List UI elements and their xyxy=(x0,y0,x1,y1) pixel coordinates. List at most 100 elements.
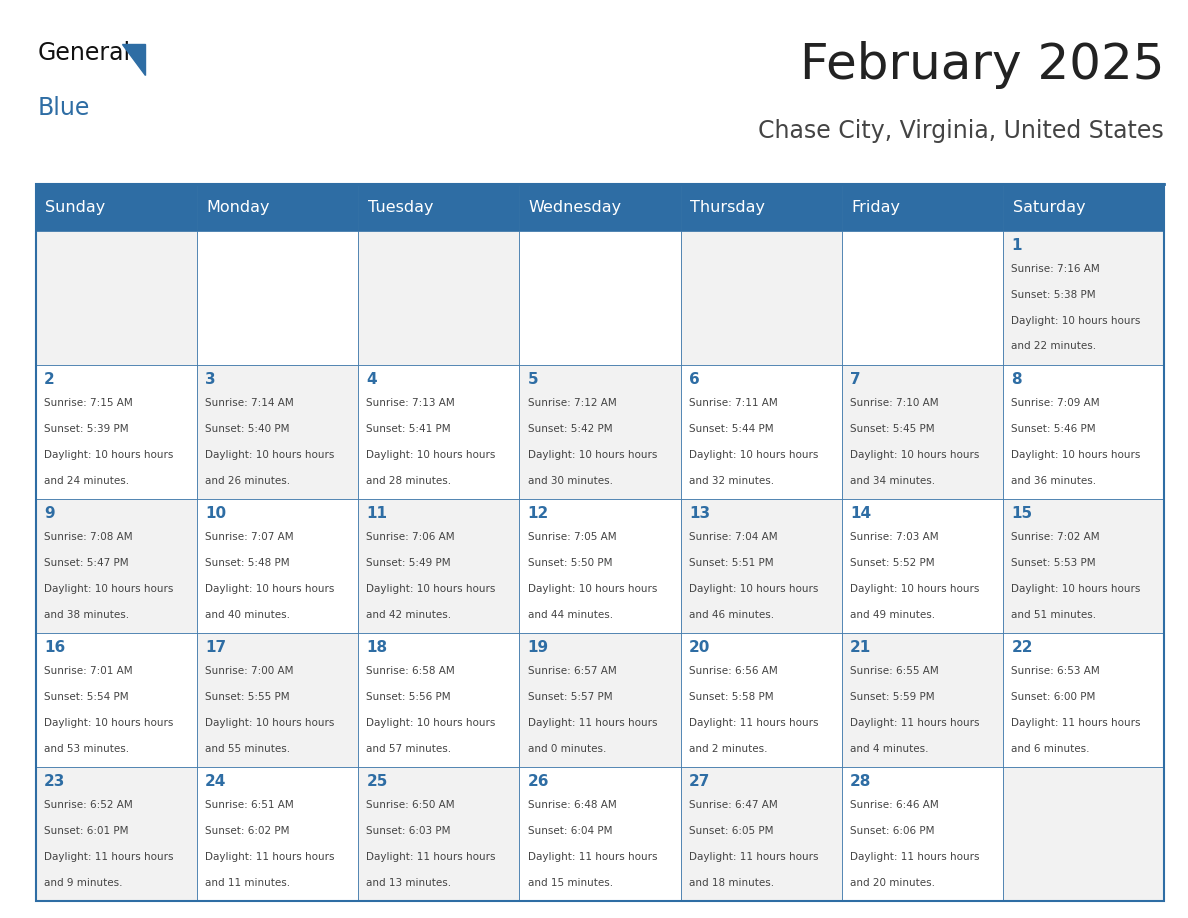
Text: Sunset: 6:01 PM: Sunset: 6:01 PM xyxy=(44,826,128,836)
Bar xyxy=(681,499,842,633)
Text: Sunset: 6:06 PM: Sunset: 6:06 PM xyxy=(851,826,935,836)
Text: and 28 minutes.: and 28 minutes. xyxy=(366,476,451,486)
Text: Sunset: 5:44 PM: Sunset: 5:44 PM xyxy=(689,424,773,434)
Text: 2: 2 xyxy=(44,372,55,386)
Bar xyxy=(36,231,197,365)
Text: and 42 minutes.: and 42 minutes. xyxy=(366,610,451,620)
Text: Sunrise: 7:00 AM: Sunrise: 7:00 AM xyxy=(206,666,293,677)
Text: Sunrise: 6:47 AM: Sunrise: 6:47 AM xyxy=(689,800,778,811)
Text: Monday: Monday xyxy=(207,200,270,215)
Text: Sunrise: 7:06 AM: Sunrise: 7:06 AM xyxy=(366,532,455,543)
Text: and 18 minutes.: and 18 minutes. xyxy=(689,878,775,888)
Text: Daylight: 10 hours hours: Daylight: 10 hours hours xyxy=(206,450,335,460)
Text: 10: 10 xyxy=(206,506,226,521)
Text: Sunrise: 6:53 AM: Sunrise: 6:53 AM xyxy=(1011,666,1100,677)
Bar xyxy=(36,633,197,767)
Bar xyxy=(358,231,519,365)
Text: Daylight: 10 hours hours: Daylight: 10 hours hours xyxy=(366,584,495,594)
Bar xyxy=(842,231,1003,365)
Text: Sunrise: 7:09 AM: Sunrise: 7:09 AM xyxy=(1011,398,1100,409)
Text: Sunset: 6:04 PM: Sunset: 6:04 PM xyxy=(527,826,612,836)
Text: Thursday: Thursday xyxy=(690,200,765,215)
Text: Sunday: Sunday xyxy=(45,200,106,215)
Bar xyxy=(1003,633,1164,767)
Text: 12: 12 xyxy=(527,506,549,521)
Bar xyxy=(36,499,197,633)
Text: 17: 17 xyxy=(206,640,226,655)
Text: Daylight: 11 hours hours: Daylight: 11 hours hours xyxy=(44,852,173,862)
Text: Daylight: 11 hours hours: Daylight: 11 hours hours xyxy=(851,718,980,728)
Bar xyxy=(197,184,358,231)
Text: 16: 16 xyxy=(44,640,65,655)
Text: Sunset: 5:47 PM: Sunset: 5:47 PM xyxy=(44,558,128,568)
Text: Sunrise: 7:13 AM: Sunrise: 7:13 AM xyxy=(366,398,455,409)
Text: and 38 minutes.: and 38 minutes. xyxy=(44,610,129,620)
Bar xyxy=(519,767,681,901)
Text: Sunset: 5:46 PM: Sunset: 5:46 PM xyxy=(1011,424,1097,434)
Text: Sunset: 6:05 PM: Sunset: 6:05 PM xyxy=(689,826,773,836)
Bar xyxy=(519,184,681,231)
Text: Sunrise: 7:05 AM: Sunrise: 7:05 AM xyxy=(527,532,617,543)
Text: 1: 1 xyxy=(1011,238,1022,252)
Text: 21: 21 xyxy=(851,640,871,655)
Text: and 30 minutes.: and 30 minutes. xyxy=(527,476,613,486)
Bar xyxy=(681,184,842,231)
Text: and 2 minutes.: and 2 minutes. xyxy=(689,744,767,754)
Text: Daylight: 11 hours hours: Daylight: 11 hours hours xyxy=(689,852,819,862)
Bar xyxy=(519,633,681,767)
Text: Sunrise: 7:07 AM: Sunrise: 7:07 AM xyxy=(206,532,293,543)
Text: Sunrise: 6:52 AM: Sunrise: 6:52 AM xyxy=(44,800,133,811)
Text: Sunset: 5:58 PM: Sunset: 5:58 PM xyxy=(689,692,773,702)
Text: Sunset: 5:45 PM: Sunset: 5:45 PM xyxy=(851,424,935,434)
Text: and 11 minutes.: and 11 minutes. xyxy=(206,878,290,888)
Bar xyxy=(681,365,842,499)
Text: Daylight: 11 hours hours: Daylight: 11 hours hours xyxy=(851,852,980,862)
Text: Daylight: 10 hours hours: Daylight: 10 hours hours xyxy=(206,718,335,728)
Text: 20: 20 xyxy=(689,640,710,655)
Text: Sunset: 5:49 PM: Sunset: 5:49 PM xyxy=(366,558,451,568)
Text: Sunrise: 6:48 AM: Sunrise: 6:48 AM xyxy=(527,800,617,811)
Bar xyxy=(519,365,681,499)
Bar xyxy=(197,633,358,767)
Bar xyxy=(36,767,197,901)
Bar xyxy=(842,499,1003,633)
Text: Sunrise: 7:03 AM: Sunrise: 7:03 AM xyxy=(851,532,939,543)
Text: Sunset: 5:48 PM: Sunset: 5:48 PM xyxy=(206,558,290,568)
Text: Daylight: 10 hours hours: Daylight: 10 hours hours xyxy=(366,450,495,460)
Text: 5: 5 xyxy=(527,372,538,386)
Text: 18: 18 xyxy=(366,640,387,655)
Text: Daylight: 11 hours hours: Daylight: 11 hours hours xyxy=(527,852,657,862)
Text: Daylight: 10 hours hours: Daylight: 10 hours hours xyxy=(44,450,173,460)
Bar xyxy=(842,184,1003,231)
Bar xyxy=(36,184,1164,901)
Text: and 13 minutes.: and 13 minutes. xyxy=(366,878,451,888)
Text: Daylight: 10 hours hours: Daylight: 10 hours hours xyxy=(44,584,173,594)
Bar xyxy=(358,633,519,767)
Text: Sunset: 5:52 PM: Sunset: 5:52 PM xyxy=(851,558,935,568)
Text: Daylight: 10 hours hours: Daylight: 10 hours hours xyxy=(1011,584,1140,594)
Text: and 44 minutes.: and 44 minutes. xyxy=(527,610,613,620)
Text: and 6 minutes.: and 6 minutes. xyxy=(1011,744,1089,754)
Text: and 32 minutes.: and 32 minutes. xyxy=(689,476,775,486)
Text: Daylight: 10 hours hours: Daylight: 10 hours hours xyxy=(1011,316,1140,326)
Text: Daylight: 11 hours hours: Daylight: 11 hours hours xyxy=(689,718,819,728)
Bar xyxy=(1003,231,1164,365)
Text: Daylight: 10 hours hours: Daylight: 10 hours hours xyxy=(366,718,495,728)
Text: and 26 minutes.: and 26 minutes. xyxy=(206,476,290,486)
Text: 28: 28 xyxy=(851,774,872,789)
Text: Sunset: 5:55 PM: Sunset: 5:55 PM xyxy=(206,692,290,702)
Text: 23: 23 xyxy=(44,774,65,789)
Text: Sunset: 5:38 PM: Sunset: 5:38 PM xyxy=(1011,290,1097,300)
Bar xyxy=(197,499,358,633)
Text: Sunset: 5:42 PM: Sunset: 5:42 PM xyxy=(527,424,612,434)
Text: Sunrise: 7:16 AM: Sunrise: 7:16 AM xyxy=(1011,264,1100,274)
Text: Sunrise: 7:04 AM: Sunrise: 7:04 AM xyxy=(689,532,777,543)
Text: Sunrise: 6:51 AM: Sunrise: 6:51 AM xyxy=(206,800,293,811)
Text: and 24 minutes.: and 24 minutes. xyxy=(44,476,129,486)
Text: Sunset: 5:53 PM: Sunset: 5:53 PM xyxy=(1011,558,1097,568)
Bar xyxy=(1003,767,1164,901)
Text: Daylight: 10 hours hours: Daylight: 10 hours hours xyxy=(527,450,657,460)
Text: 26: 26 xyxy=(527,774,549,789)
Text: Sunrise: 6:55 AM: Sunrise: 6:55 AM xyxy=(851,666,939,677)
Text: Sunset: 5:54 PM: Sunset: 5:54 PM xyxy=(44,692,128,702)
